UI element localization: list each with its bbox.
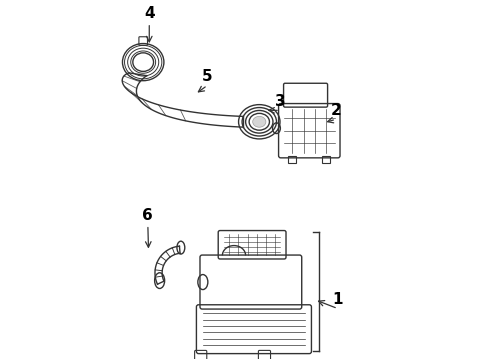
Text: 5: 5 xyxy=(202,69,213,84)
Text: 4: 4 xyxy=(144,6,154,21)
Ellipse shape xyxy=(253,116,266,127)
Text: 1: 1 xyxy=(333,292,343,307)
Text: 6: 6 xyxy=(143,208,153,223)
Text: 3: 3 xyxy=(275,94,285,109)
Text: 2: 2 xyxy=(331,103,342,118)
Bar xyxy=(288,156,296,163)
Bar xyxy=(322,156,330,163)
